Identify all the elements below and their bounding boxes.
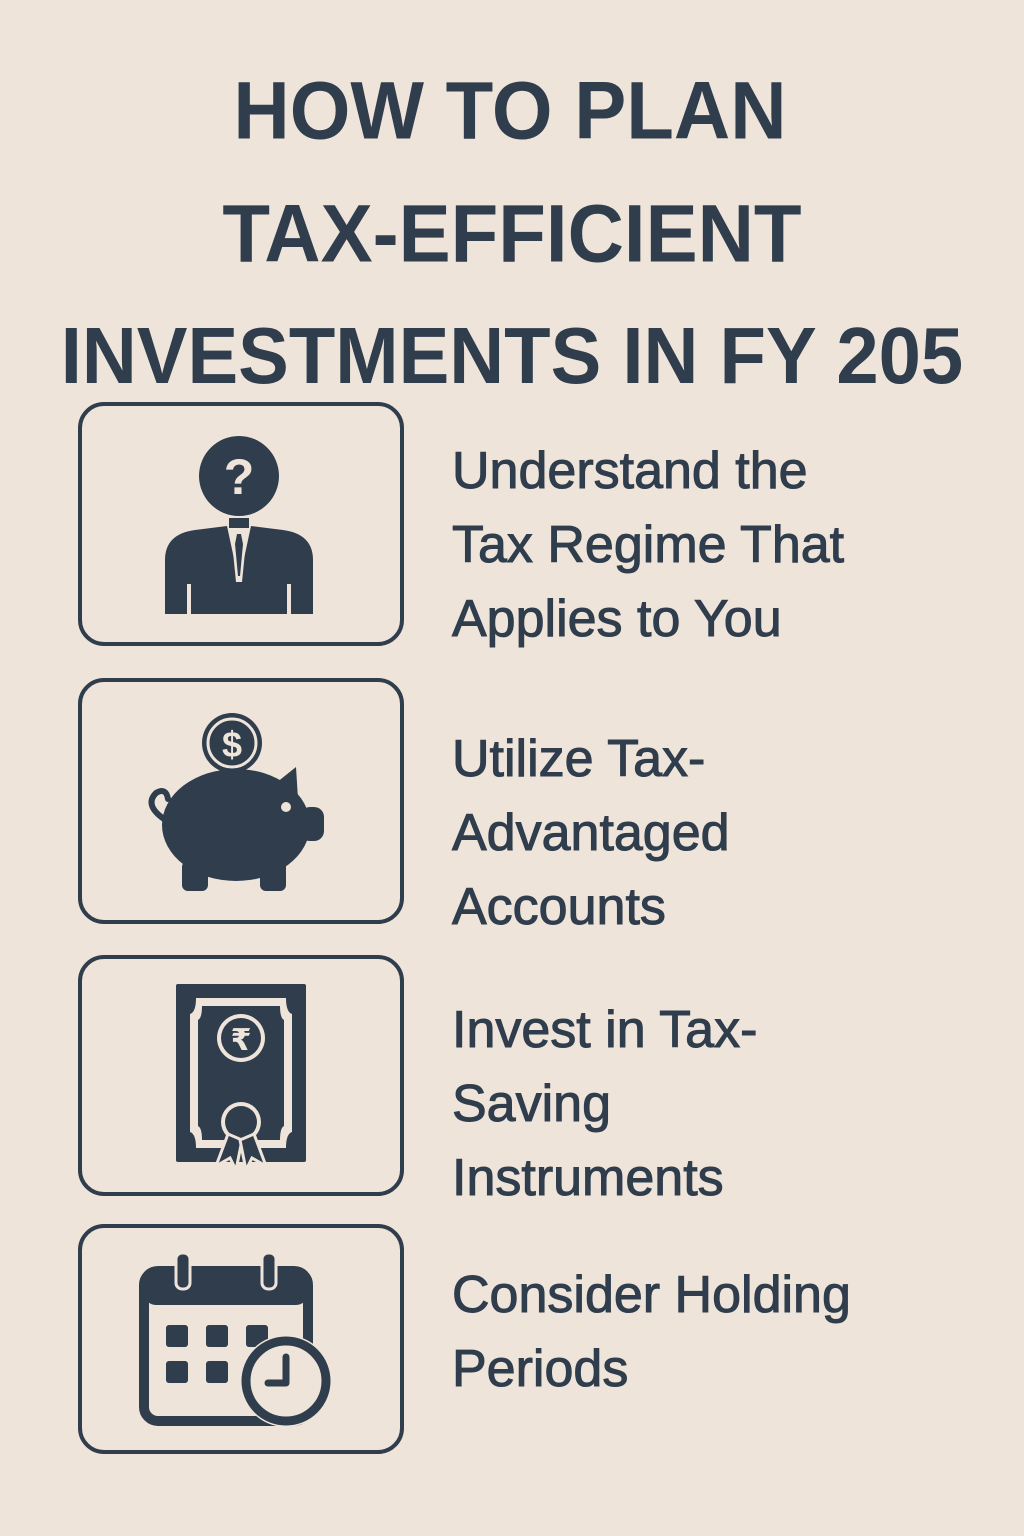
step-2-text: Utilize Tax- Advantaged Accounts (452, 730, 731, 937)
rupee-certificate-icon: ₹ (176, 983, 306, 1175)
page-title: HOW TO PLAN TAX-EFFICIENT INVESTMENTS IN… (0, 49, 1024, 418)
step-3-text: Invest in Tax- Saving Instruments (452, 1001, 758, 1208)
calendar-clock-icon (139, 1251, 332, 1427)
title-line-2: TAX-EFFICIENT (222, 186, 802, 280)
title-line-3: INVESTMENTS IN FY 205 (60, 311, 964, 401)
piggy-bank-dollar-icon: $ (148, 713, 324, 891)
icon-frame: ₹ (78, 955, 404, 1196)
svg-text:$: $ (222, 724, 242, 765)
step-1-text: Understand the Tax Regime That Applies t… (452, 442, 845, 649)
icon-frame (78, 1224, 404, 1454)
title-line-1: HOW TO PLAN (233, 63, 787, 157)
icon-frame: ? (78, 402, 404, 646)
svg-text:₹: ₹ (231, 1023, 252, 1058)
svg-text:?: ? (224, 449, 255, 505)
step-4-text: Consider Holding Periods (452, 1266, 852, 1399)
person-question-icon: ? (165, 436, 313, 614)
icon-frame: $ (78, 678, 404, 924)
